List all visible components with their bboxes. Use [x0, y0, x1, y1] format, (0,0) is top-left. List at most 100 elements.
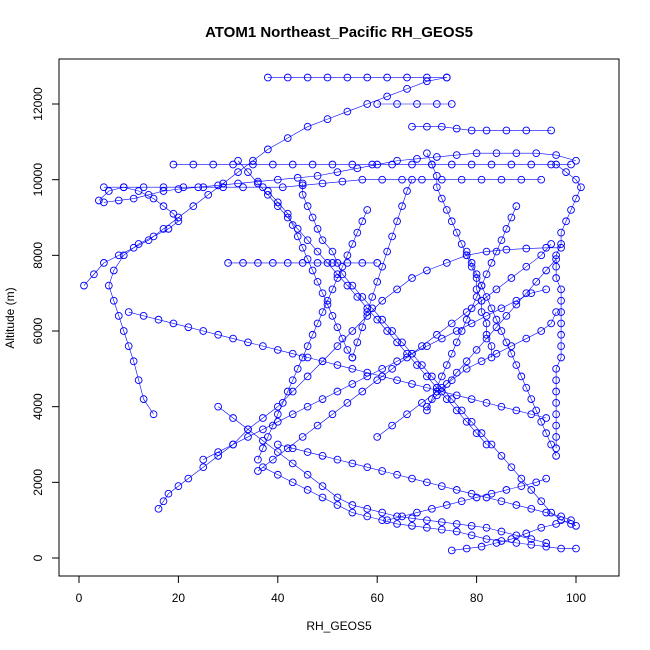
data-point: [308, 213, 317, 222]
data-point: [129, 357, 138, 366]
data-point: [388, 327, 396, 335]
data-point: [502, 245, 511, 254]
data-point: [283, 387, 292, 396]
data-point: [234, 156, 242, 165]
data-point: [522, 289, 531, 298]
data-point: [313, 247, 322, 256]
data-point: [288, 349, 297, 358]
series-track-line: [277, 444, 573, 551]
data-point: [283, 259, 292, 267]
data-point: [109, 296, 118, 305]
data-point: [259, 425, 267, 434]
data-point: [542, 429, 551, 438]
data-point: [447, 319, 456, 328]
data-point: [159, 183, 168, 192]
data-point: [393, 376, 401, 385]
data-point: [462, 251, 471, 260]
x-tick-label: 60: [371, 591, 385, 605]
data-point: [567, 516, 575, 525]
data-point: [174, 217, 183, 226]
data-point: [467, 521, 476, 530]
data-point: [552, 308, 560, 316]
data-point: [303, 342, 312, 350]
data-point: [358, 217, 367, 226]
data-point: [547, 126, 556, 135]
data-point: [452, 520, 461, 528]
x-tick-label: 0: [76, 591, 83, 605]
data-point: [437, 175, 446, 184]
data-point: [502, 486, 511, 494]
data-point: [378, 364, 387, 373]
data-point: [432, 383, 441, 392]
data-point: [403, 73, 411, 82]
data-point: [388, 364, 396, 373]
data-point: [363, 100, 372, 108]
series-17: [234, 156, 491, 449]
data-point: [537, 251, 546, 260]
data-point: [497, 527, 506, 536]
data-point: [298, 190, 307, 199]
data-point: [323, 115, 332, 123]
data-point: [214, 402, 223, 411]
data-point: [532, 149, 541, 158]
x-axis: 0 20 40 60 80 100: [76, 575, 586, 605]
data-point: [268, 421, 277, 430]
data-point: [303, 122, 312, 131]
data-point: [313, 172, 322, 180]
data-point: [532, 277, 541, 286]
data-point: [199, 463, 208, 472]
data-point: [149, 410, 158, 419]
series-20: [264, 187, 357, 362]
data-point: [418, 399, 426, 407]
data-point: [149, 232, 158, 241]
data-point: [492, 539, 501, 547]
data-point: [363, 73, 372, 82]
data-point: [447, 160, 456, 169]
x-tick-label: 80: [470, 591, 484, 605]
data-point: [442, 380, 451, 388]
data-point: [408, 474, 416, 483]
data-point: [363, 368, 372, 377]
data-point: [437, 122, 446, 131]
data-point: [254, 455, 262, 464]
data-point: [184, 474, 193, 483]
data-point: [343, 281, 352, 290]
data-point: [447, 395, 456, 403]
data-point: [428, 395, 436, 403]
data-point: [507, 213, 516, 222]
data-point: [393, 217, 401, 226]
data-point: [348, 160, 357, 169]
data-point: [348, 380, 357, 388]
data-point: [413, 100, 421, 108]
data-point: [293, 232, 302, 241]
data-point: [512, 149, 521, 158]
data-point: [358, 259, 367, 267]
data-point: [487, 353, 496, 362]
data-point: [537, 175, 546, 184]
data-point: [363, 206, 372, 214]
data-point: [408, 122, 416, 131]
data-point: [303, 470, 312, 479]
data-point: [477, 429, 486, 438]
data-point: [333, 387, 342, 396]
data-point: [552, 274, 560, 282]
data-point: [452, 527, 461, 536]
data-point: [313, 277, 322, 286]
data-point: [224, 259, 232, 267]
data-point: [343, 399, 352, 407]
data-point: [99, 198, 108, 207]
y-tick-label: 12000: [31, 87, 45, 121]
data-point: [537, 523, 546, 532]
data-point: [174, 185, 183, 193]
data-point: [134, 187, 143, 195]
data-point: [557, 512, 565, 521]
data-point: [288, 410, 297, 419]
data-point: [522, 244, 531, 253]
series-6: [99, 149, 580, 207]
series-track-line: [426, 153, 492, 358]
data-point: [512, 202, 521, 211]
data-point: [547, 508, 556, 517]
data-point: [259, 342, 267, 350]
data-point: [442, 501, 451, 509]
data-point: [418, 175, 426, 184]
